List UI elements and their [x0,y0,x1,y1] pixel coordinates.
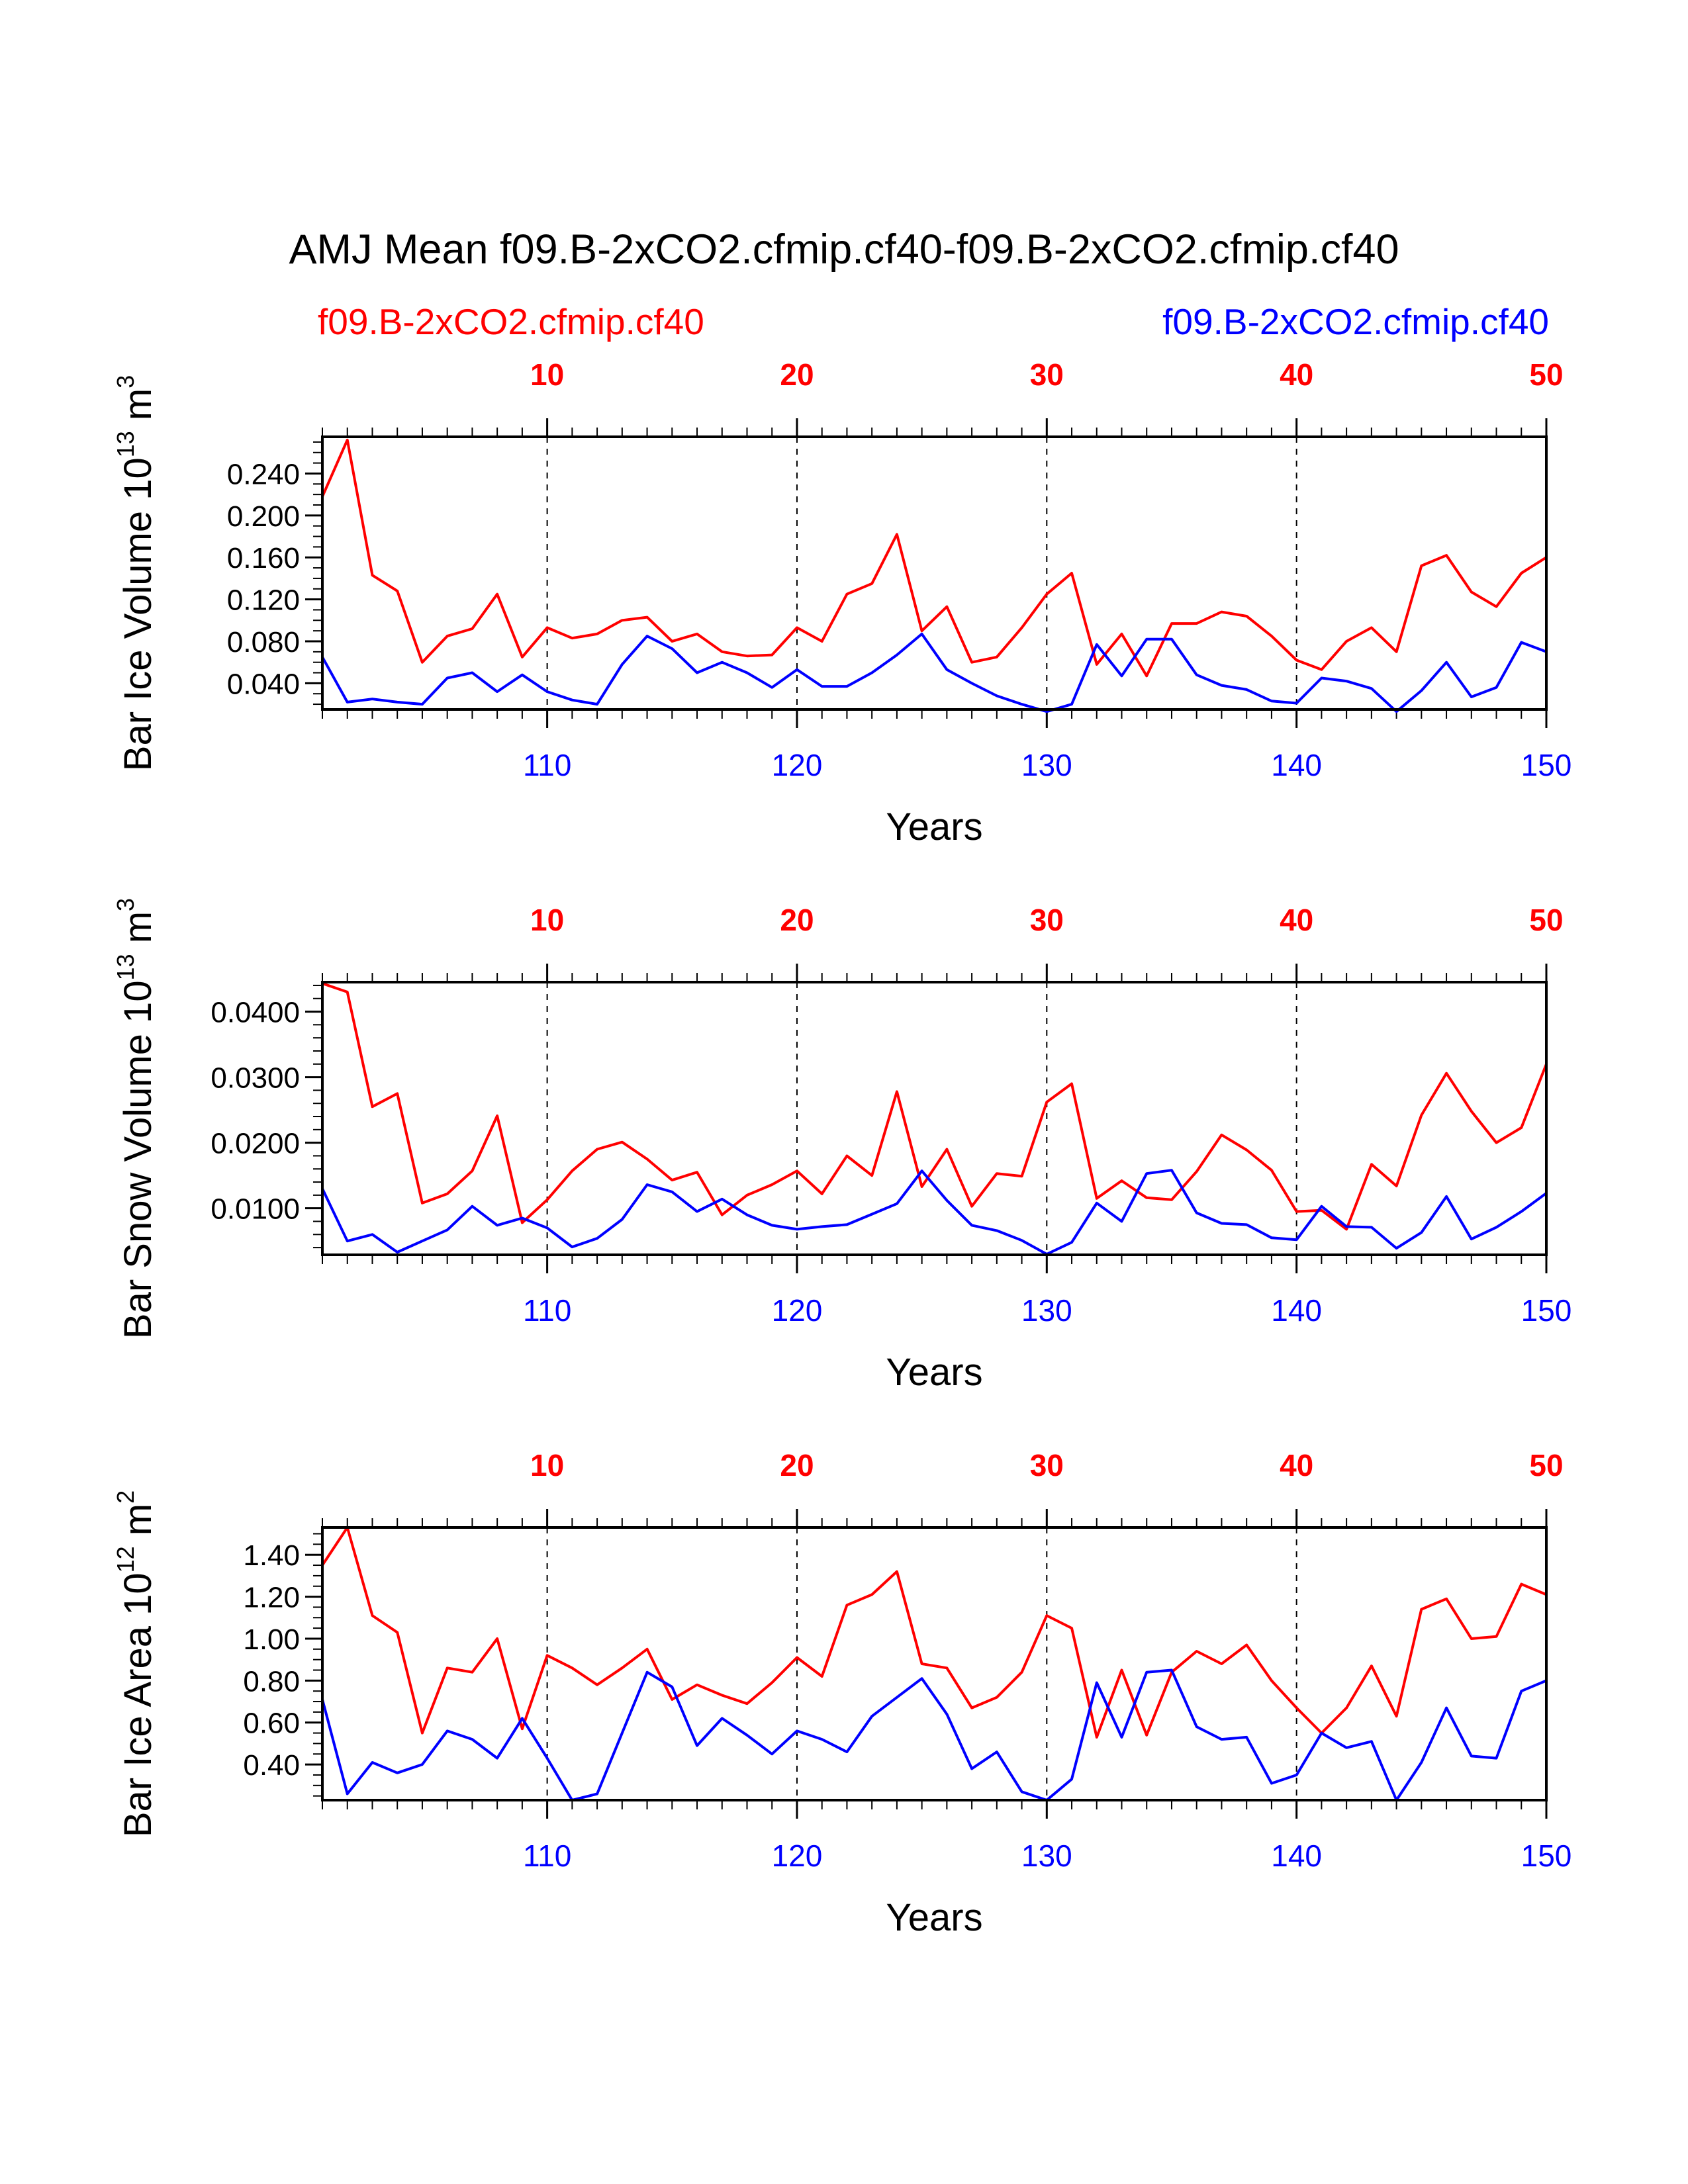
x-bottom-tick-label: 130 [1021,748,1072,782]
x-top-tick-label: 20 [780,903,814,937]
chart-panel-1: 0.040 0.080 0.120 0.160 0.200 0.240 10 20 30 40 50… [112,357,1571,848]
y-axis-title-part: 13 [112,431,139,457]
x-bottom-tick-label: 110 [523,748,571,782]
y-tick-label: 0.0100 [211,1193,300,1226]
y-axis-title-part: 12 [112,1546,139,1572]
x-top-tick-label: 40 [1280,357,1313,392]
y-axis-title-part: 13 [112,954,139,980]
y-axis-title-part: 2 [112,1490,139,1504]
x-axis-title: Years [886,805,982,848]
y-tick-label: 0.60 [243,1707,300,1740]
x-top-tick-label: 50 [1529,1448,1563,1482]
x-bottom-tick-label: 120 [772,1839,823,1873]
x-top-tick-label: 30 [1030,357,1064,392]
chart-panel-3: 0.40 0.60 0.80 1.00 1.20 1.40 10 20 30 40 50 110 120… [112,1448,1571,1939]
y-tick-label: 1.00 [243,1623,300,1656]
x-bottom-tick-label: 120 [772,1293,823,1328]
x-top-tick-label: 10 [530,903,564,937]
y-axis-title-part: Bar Ice Area 10 [117,1572,160,1837]
legend-label-red: f09.B-2xCO2.cfmip.cf40 [318,301,704,342]
x-top-tick-label: 30 [1030,903,1064,937]
y-tick-label: 0.240 [227,458,300,490]
y-axis-title: Bar Ice Volume 1013 m3 [112,375,160,771]
y-axis-title: Bar Ice Area 1012 m2 [112,1490,160,1837]
x-axis-title: Years [886,1896,982,1939]
y-axis-title-part: 3 [112,898,139,911]
y-tick-label: 0.040 [227,668,300,700]
y-tick-label: 0.080 [227,626,300,659]
y-tick-label: 0.200 [227,500,300,533]
plot-frame [321,1526,1548,1801]
plot-frame [321,435,1548,711]
legend-label-blue: f09.B-2xCO2.cfmip.cf40 [1162,301,1549,342]
x-top-tick-label: 40 [1280,1448,1313,1482]
x-top-tick-label: 40 [1280,903,1313,937]
y-tick-label: 0.0200 [211,1128,300,1160]
y-axis-title-part: m [117,911,160,954]
series-line-red [321,438,1548,678]
y-axis-title-part: m [117,1504,160,1546]
series-line-red [321,1526,1547,1739]
y-axis-title-part: 3 [112,375,139,388]
chart-panels: 0.040 0.080 0.120 0.160 0.200 0.240 10 20 30 40 50… [112,357,1571,1939]
x-bottom-tick-label: 110 [523,1293,571,1328]
y-tick-label: 0.80 [243,1665,300,1698]
y-tick-label: 0.40 [243,1749,300,1782]
x-top-tick-label: 30 [1030,1448,1064,1482]
figure-title: AMJ Mean f09.B-2xCO2.cfmip.cf40-f09.B-2x… [289,226,1399,273]
y-tick-label: 0.120 [227,584,300,617]
y-axis-title-part: Bar Snow Volume 10 [117,980,160,1339]
series-line-blue [321,632,1547,713]
y-tick-label: 0.0300 [211,1062,300,1095]
y-axis-title-part: Bar Ice Volume 10 [117,457,160,771]
x-bottom-tick-label: 140 [1271,748,1322,782]
y-axis-title-part: m [117,388,160,431]
x-axis-title: Years [886,1351,982,1394]
x-top-tick-label: 10 [530,1448,564,1482]
x-bottom-tick-label: 120 [772,748,823,782]
x-bottom-tick-label: 150 [1521,1293,1572,1328]
x-bottom-tick-label: 150 [1521,748,1572,782]
series-line-blue [321,1668,1547,1801]
y-tick-label: 1.20 [243,1582,300,1614]
series-line-blue [321,1169,1548,1255]
plot-frame [321,981,1548,1256]
x-top-tick-label: 20 [780,1448,814,1482]
x-bottom-tick-label: 130 [1021,1839,1072,1873]
y-tick-label: 0.0400 [211,997,300,1029]
x-top-tick-label: 50 [1529,903,1563,937]
x-top-tick-label: 50 [1529,357,1563,392]
y-tick-label: 0.160 [227,542,300,574]
y-tick-label: 1.40 [243,1539,300,1572]
x-bottom-tick-label: 150 [1521,1839,1572,1873]
chart-panel-2: 0.0100 0.0200 0.0300 0.0400 10 20 30 40 50 110 120… [112,898,1571,1394]
x-bottom-tick-label: 110 [523,1839,571,1873]
x-top-tick-label: 10 [530,357,564,392]
x-bottom-tick-label: 140 [1271,1839,1322,1873]
series-line-red [322,982,1548,1231]
y-axis-title: Bar Snow Volume 1013 m3 [112,898,160,1339]
x-bottom-tick-label: 140 [1271,1293,1322,1328]
x-bottom-tick-label: 130 [1021,1293,1072,1328]
x-top-tick-label: 20 [780,357,814,392]
